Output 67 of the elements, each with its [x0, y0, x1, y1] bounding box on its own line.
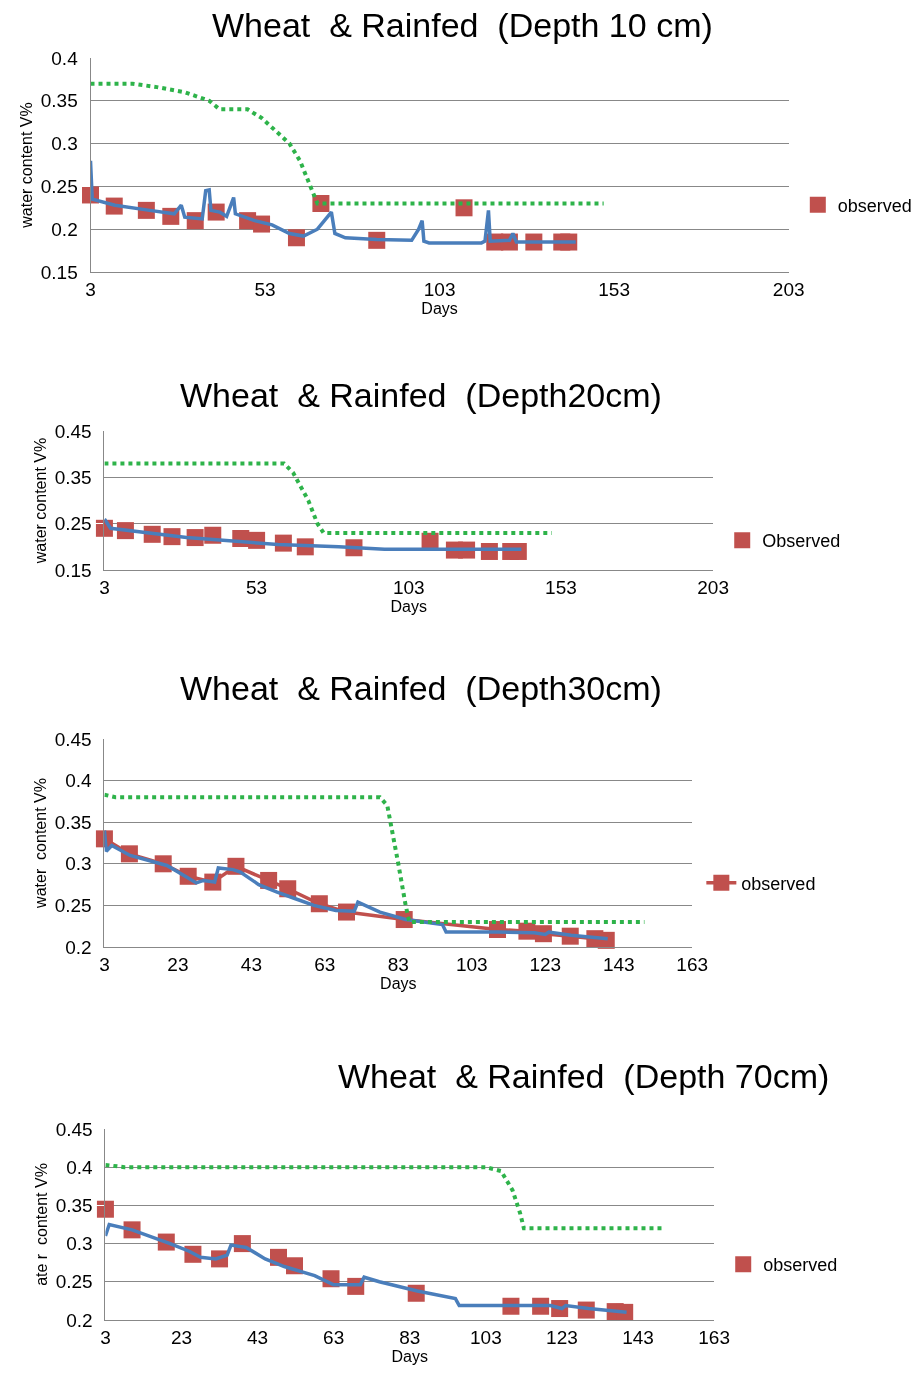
- x-tick-label: 43: [247, 1326, 269, 1348]
- y-tick-label: 0.2: [66, 1309, 93, 1331]
- line-series: [104, 461, 554, 535]
- x-tick-label: 203: [772, 278, 805, 300]
- x-tick-label: 163: [676, 953, 709, 975]
- y-tick-label: 0.35: [54, 466, 92, 488]
- legend-label: observed: [837, 195, 912, 216]
- y-tick-label: 0.2: [65, 936, 92, 958]
- x-tick-label: 153: [598, 278, 630, 300]
- legend-label: Observed: [762, 531, 841, 552]
- x-tick-label: 3: [99, 576, 110, 598]
- y-tick-label: 0.35: [54, 811, 92, 833]
- y-axis-title: water content V%: [31, 437, 49, 565]
- chart-title: Wheat & Rainfed (Depth30cm): [180, 669, 662, 707]
- x-tick-label: 83: [399, 1326, 421, 1348]
- x-tick-label: 3: [100, 1326, 111, 1348]
- y-tick-label: 0.25: [54, 895, 92, 917]
- x-tick-label: 103: [469, 1326, 502, 1348]
- x-tick-label: 63: [314, 953, 336, 975]
- x-axis-title: Days: [390, 597, 427, 615]
- y-tick-label: 0.45: [54, 728, 92, 750]
- y-tick-label: 0.3: [65, 853, 92, 875]
- y-tick-label: 0.25: [54, 513, 92, 535]
- x-tick-label: 123: [529, 953, 562, 975]
- x-tick-label: 123: [546, 1326, 578, 1348]
- x-tick-label: 53: [246, 576, 268, 598]
- y-axis-title: ate r content V%: [32, 1163, 50, 1286]
- x-tick-label: 163: [698, 1326, 730, 1348]
- chart-title: Wheat & Rainfed (Depth 10 cm): [212, 6, 713, 44]
- x-axis-title: Days: [380, 974, 417, 992]
- y-tick-label: 0.15: [54, 559, 92, 581]
- x-tick-label: 53: [254, 278, 276, 300]
- x-tick-label: 143: [622, 1326, 654, 1348]
- x-axis-title: Days: [391, 1347, 428, 1365]
- x-tick-label: 103: [455, 953, 488, 975]
- y-tick-label: 0.25: [40, 176, 78, 198]
- legend-label: observed: [741, 873, 816, 894]
- y-tick-label: 0.35: [40, 90, 78, 112]
- x-tick-label: 143: [602, 953, 635, 975]
- y-tick-label: 0.4: [65, 770, 93, 792]
- x-axis-title: Days: [421, 299, 458, 317]
- y-tick-label: 0.4: [51, 47, 79, 69]
- y-tick-label: 0.4: [66, 1156, 94, 1178]
- y-tick-label: 0.25: [55, 1271, 93, 1293]
- x-tick-label: 3: [99, 953, 110, 975]
- chart-title: Wheat & Rainfed (Depth 70cm): [338, 1057, 830, 1095]
- y-tick-label: 0.3: [51, 133, 78, 155]
- y-tick-label: 0.45: [54, 420, 92, 442]
- y-tick-label: 0.3: [66, 1233, 93, 1255]
- legend-label: observed: [763, 1255, 838, 1276]
- x-tick-label: 103: [423, 278, 456, 300]
- x-tick-label: 153: [545, 576, 577, 598]
- x-tick-label: 103: [392, 576, 425, 598]
- x-tick-label: 63: [323, 1326, 345, 1348]
- chart-title: Wheat & Rainfed (Depth20cm): [180, 376, 662, 414]
- y-tick-label: 0.15: [40, 261, 78, 283]
- x-tick-label: 203: [697, 576, 729, 598]
- x-tick-label: 23: [167, 953, 189, 975]
- y-tick-label: 0.35: [55, 1195, 93, 1217]
- x-tick-label: 23: [170, 1326, 193, 1348]
- x-tick-label: 83: [387, 953, 409, 975]
- y-tick-label: 0.2: [51, 218, 78, 240]
- y-axis-title: water content V%: [31, 778, 49, 909]
- x-tick-label: 3: [85, 278, 96, 300]
- y-tick-label: 0.45: [55, 1118, 93, 1140]
- y-axis-title: water content V%: [17, 102, 35, 229]
- x-tick-label: 43: [240, 953, 262, 975]
